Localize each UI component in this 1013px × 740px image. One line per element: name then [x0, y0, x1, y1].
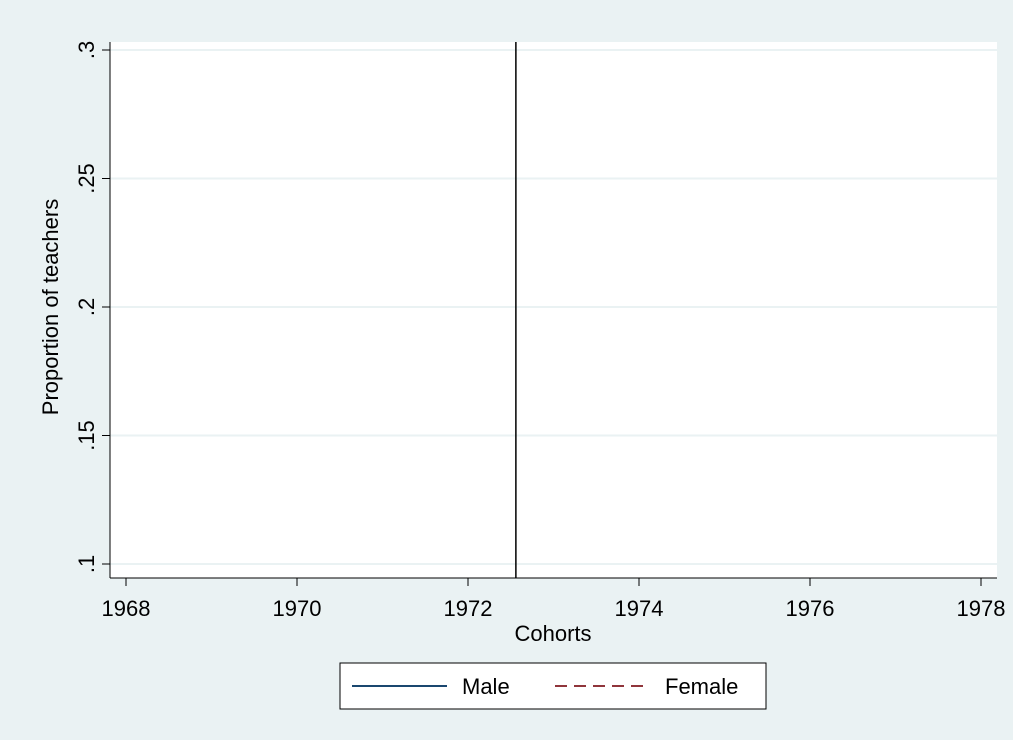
x-tick-label: 1978 [957, 596, 1006, 621]
x-axis-label: Cohorts [514, 621, 591, 646]
y-tick-label: .3 [74, 41, 99, 59]
y-tick-label: .25 [74, 163, 99, 194]
y-tick-label: .15 [74, 420, 99, 451]
x-tick-label: 1974 [615, 596, 664, 621]
legend-label: Female [665, 674, 738, 699]
x-tick-label: 1970 [273, 596, 322, 621]
legend-label: Male [462, 674, 510, 699]
x-tick-label: 1972 [444, 596, 493, 621]
y-axis-label: Proportion of teachers [38, 199, 63, 415]
x-tick-label: 1968 [102, 596, 151, 621]
x-tick-label: 1976 [786, 596, 835, 621]
y-tick-label: .2 [74, 298, 99, 316]
plot-area [110, 42, 997, 578]
y-tick-label: .1 [74, 555, 99, 573]
